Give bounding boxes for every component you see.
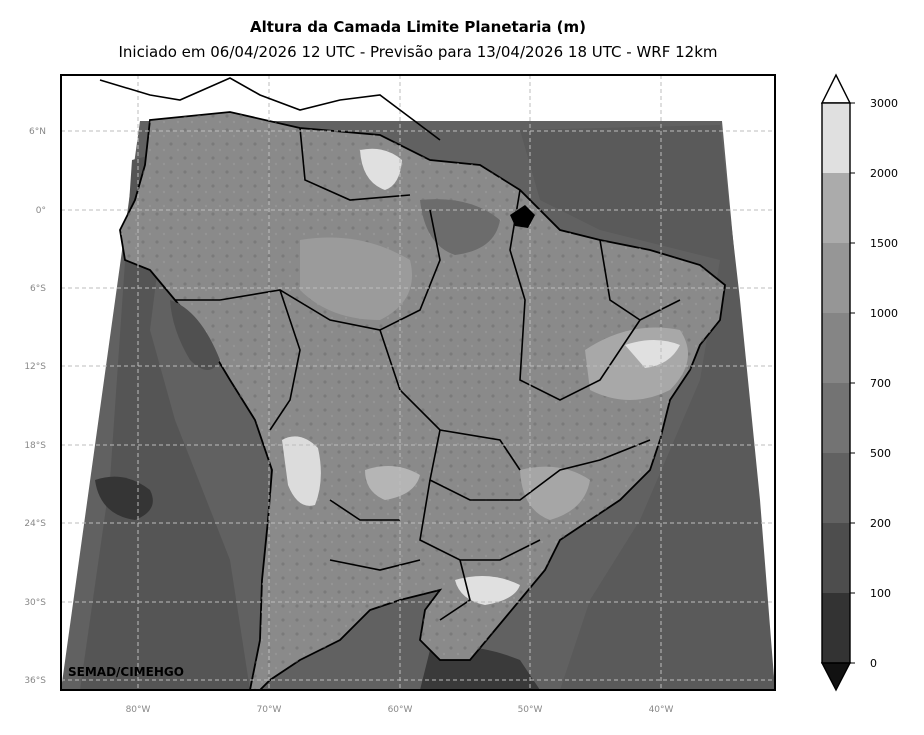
lat-label: 6°S: [30, 284, 46, 294]
lat-label: 36°S: [24, 676, 46, 686]
colorbar-ticks: [850, 102, 855, 664]
graticule: [61, 75, 775, 690]
field-dark-amazon: [420, 199, 500, 255]
lat-label: 6°N: [29, 127, 46, 137]
colorbar-segment: [822, 593, 850, 663]
field-light-southeast: [520, 466, 590, 520]
lon-label: 80°W: [126, 705, 151, 715]
field-light-center: [300, 237, 412, 320]
ocean-band-west: [80, 150, 250, 690]
colorbar-segment: [822, 313, 850, 383]
land-texture: [120, 112, 725, 690]
colorbar-label: 3000: [870, 97, 898, 110]
colorbar-label: 0: [870, 657, 877, 670]
field-light-pantanal: [365, 466, 420, 500]
lat-label: 0°: [36, 206, 46, 216]
colorbar-label: 200: [870, 517, 891, 530]
credit-label: SEMAD/CIMEHGO: [68, 665, 184, 679]
lat-label: 18°S: [24, 441, 46, 451]
lat-label: 30°S: [24, 598, 46, 608]
lon-tick-labels: 80°W 70°W 60°W 50°W 40°W: [126, 705, 674, 715]
map-frame: [60, 74, 776, 691]
colorbar-under-triangle: [820, 662, 852, 692]
colorbar-segment: [822, 103, 850, 173]
caribbean-coastline: [99, 77, 441, 141]
lon-label: 50°W: [518, 705, 543, 715]
ocean-band-atlantic: [520, 125, 775, 690]
field-white-south: [455, 576, 520, 605]
colorbar-segment: [822, 453, 850, 523]
field-white-guiana: [360, 148, 402, 190]
colorbar-label: 1000: [870, 307, 898, 320]
colorbar-segment: [822, 243, 850, 313]
lat-tick-labels: 6°N 0° 6°S 12°S 18°S 24°S 30°S 36°S: [24, 127, 46, 686]
field-white-northeast: [625, 340, 680, 368]
field-white-chaco: [282, 436, 321, 506]
map-title: Altura da Camada Limite Planetaria (m): [249, 18, 587, 36]
colorbar: 3000 2000 1500 1000 700 500 200 100 0: [820, 73, 898, 692]
colorbar-segment: [822, 173, 850, 243]
colorbar-label: 1500: [870, 237, 898, 250]
lon-label: 70°W: [257, 705, 282, 715]
colorbar-over-triangle: [820, 73, 852, 104]
colorbar-label: 2000: [870, 167, 898, 180]
colorbar-segment: [822, 383, 850, 453]
lat-label: 24°S: [24, 519, 46, 529]
colorbar-label: 500: [870, 447, 891, 460]
map-subtitle: Iniciado em 06/04/2026 12 UTC - Previsão…: [118, 43, 718, 61]
political-borders: [175, 127, 681, 621]
colorbar-label: 100: [870, 587, 891, 600]
amazon-delta-islands: [510, 205, 535, 228]
lat-label: 12°S: [24, 362, 46, 372]
colorbar-segment: [822, 523, 850, 593]
field-dark-andes: [170, 300, 220, 370]
lon-label: 40°W: [649, 705, 674, 715]
lon-label: 60°W: [388, 705, 413, 715]
map-panel: SEMAD/CIMEHGO: [60, 74, 776, 691]
colorbar-label: 700: [870, 377, 891, 390]
